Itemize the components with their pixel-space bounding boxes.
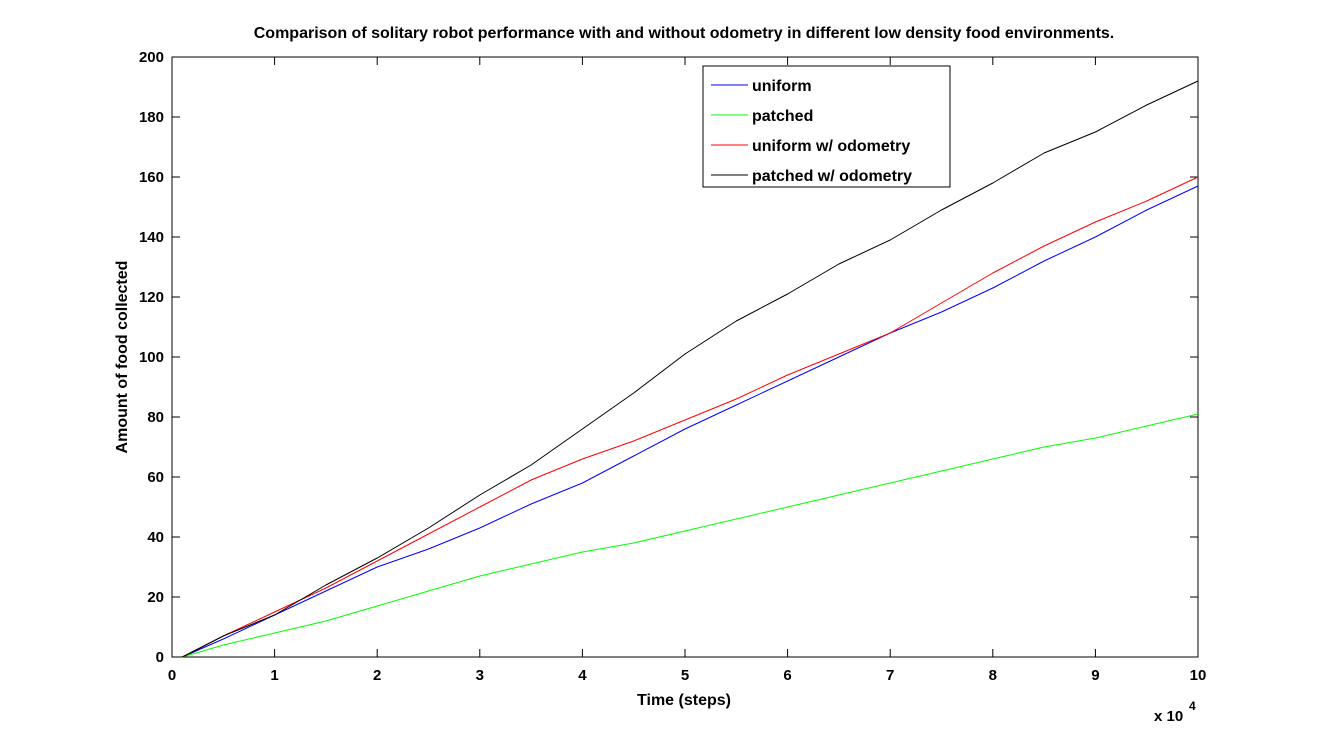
x-axis-ticks: 0 1 2 3 4 5 6 7 8 9 10 xyxy=(168,57,1207,684)
x-tick-label: 8 xyxy=(989,667,997,684)
x-tick-label: 2 xyxy=(373,667,381,684)
x-multiplier-base: x 10 xyxy=(1154,708,1183,725)
x-tick-label: 10 xyxy=(1190,667,1207,684)
x-multiplier-exponent: 4 xyxy=(1189,699,1196,713)
y-tick-label: 160 xyxy=(139,169,164,186)
x-tick-label: 0 xyxy=(168,667,176,684)
x-tick-label: 5 xyxy=(681,667,689,684)
y-axis-label: Amount of food collected xyxy=(114,261,131,454)
x-tick-label: 9 xyxy=(1091,667,1099,684)
y-tick-label: 100 xyxy=(139,349,164,366)
legend-label: uniform w/ odometry xyxy=(752,138,910,155)
y-tick-label: 200 xyxy=(139,49,164,66)
legend-box xyxy=(702,65,951,188)
y-tick-label: 60 xyxy=(147,469,164,486)
series-line-patched-w-odometry xyxy=(182,80,1199,658)
series-line-patched xyxy=(182,413,1199,658)
y-tick-label: 40 xyxy=(147,529,164,546)
y-tick-label: 0 xyxy=(156,649,164,666)
x-axis-multiplier: x 10 4 xyxy=(1154,699,1196,725)
y-tick-label: 80 xyxy=(147,409,164,426)
y-tick-label: 120 xyxy=(139,289,164,306)
y-tick-label: 180 xyxy=(139,109,164,126)
plot-area xyxy=(171,56,1199,658)
x-tick-label: 7 xyxy=(886,667,894,684)
chart-title: Comparison of solitary robot performance… xyxy=(254,25,1115,42)
y-axis-ticks: 0 20 40 60 80 100 120 140 160 180 200 xyxy=(139,49,1198,666)
plot-frame xyxy=(171,56,1199,658)
legend-label: patched w/ odometry xyxy=(752,168,912,185)
y-tick-label: 20 xyxy=(147,589,164,606)
series-line-uniform xyxy=(182,185,1199,658)
series-line-uniform-w-odometry xyxy=(182,176,1199,658)
x-tick-label: 6 xyxy=(783,667,791,684)
x-tick-label: 1 xyxy=(270,667,278,684)
x-tick-label: 3 xyxy=(476,667,484,684)
legend-label: uniform xyxy=(752,78,812,95)
x-tick-label: 4 xyxy=(578,667,587,684)
x-axis-label: Time (steps) xyxy=(637,692,731,709)
legend-label: patched xyxy=(752,108,813,125)
legend: uniform patched uniform w/ odometry patched… xyxy=(702,65,951,188)
series-lines xyxy=(182,80,1199,658)
y-tick-label: 140 xyxy=(139,229,164,246)
